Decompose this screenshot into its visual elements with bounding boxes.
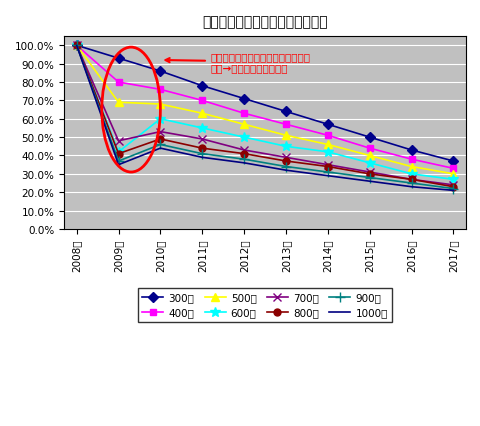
900円 [241,157,247,162]
400円 [324,133,330,138]
400円 [241,112,247,117]
900円 [157,143,163,148]
400円 [450,167,456,172]
600円 [366,161,372,166]
Line: 1000円: 1000円 [76,46,453,191]
400円 [73,43,79,49]
900円 [366,176,372,181]
1000円 [199,155,204,161]
500円 [73,43,79,49]
Line: 600円: 600円 [72,41,457,185]
300円 [73,43,79,49]
1000円 [115,163,121,168]
Line: 300円: 300円 [73,43,456,165]
500円 [450,172,456,177]
800円 [157,137,163,142]
500円 [283,133,288,138]
700円 [366,170,372,175]
800円 [450,185,456,190]
500円 [366,153,372,158]
1000円 [73,43,79,49]
600円 [283,144,288,150]
900円 [324,170,330,175]
1000円 [450,188,456,193]
500円 [157,102,163,107]
400円 [283,122,288,127]
300円 [157,69,163,75]
700円 [115,139,121,144]
800円 [324,164,330,170]
500円 [115,101,121,106]
300円 [115,57,121,62]
300円 [450,159,456,164]
Line: 900円: 900円 [72,41,457,194]
300円 [283,109,288,115]
800円 [366,172,372,177]
600円 [408,172,414,177]
500円 [199,112,204,117]
800円 [283,159,288,164]
400円 [115,80,121,85]
700円 [450,183,456,188]
600円 [241,135,247,140]
1000円 [324,174,330,179]
500円 [408,164,414,170]
600円 [157,117,163,122]
300円 [199,84,204,89]
300円 [241,97,247,102]
Line: 700円: 700円 [72,42,456,190]
500円 [241,122,247,127]
700円 [408,177,414,182]
700円 [199,137,204,142]
900円 [283,164,288,170]
Legend: 300円, 400円, 500円, 600円, 700円, 800円, 900円, 1000円: 300円, 400円, 500円, 600円, 700円, 800円, 900円… [138,288,391,322]
900円 [408,181,414,186]
1000円 [283,168,288,173]
400円 [366,146,372,151]
600円 [450,177,456,182]
1000円 [408,185,414,190]
600円 [115,150,121,155]
900円 [199,152,204,157]
1000円 [366,179,372,184]
300円 [366,135,372,140]
300円 [408,148,414,153]
1000円 [241,161,247,166]
400円 [408,157,414,162]
700円 [324,163,330,168]
300円 [324,122,330,127]
800円 [408,177,414,182]
800円 [199,146,204,151]
Line: 500円: 500円 [72,42,456,178]
400円 [157,88,163,93]
900円 [450,187,456,192]
700円 [241,148,247,153]
800円 [73,43,79,49]
600円 [73,43,79,49]
400円 [199,98,204,104]
Text: 値上げ幅が大きいほど禁煙した人の
断念→再喫煙率が高くなる: 値上げ幅が大きいほど禁煙した人の 断念→再喫煙率が高くなる [165,52,310,73]
700円 [157,130,163,135]
600円 [199,126,204,131]
700円 [73,43,79,49]
700円 [283,155,288,161]
900円 [73,43,79,49]
500円 [324,143,330,148]
Line: 800円: 800円 [73,43,456,191]
Title: 年次・価格別のたばこ総需要変化: 年次・価格別のたばこ総需要変化 [202,15,327,29]
900円 [115,159,121,164]
600円 [324,150,330,155]
Line: 400円: 400円 [73,43,456,173]
800円 [241,152,247,157]
800円 [115,152,121,157]
1000円 [157,146,163,151]
